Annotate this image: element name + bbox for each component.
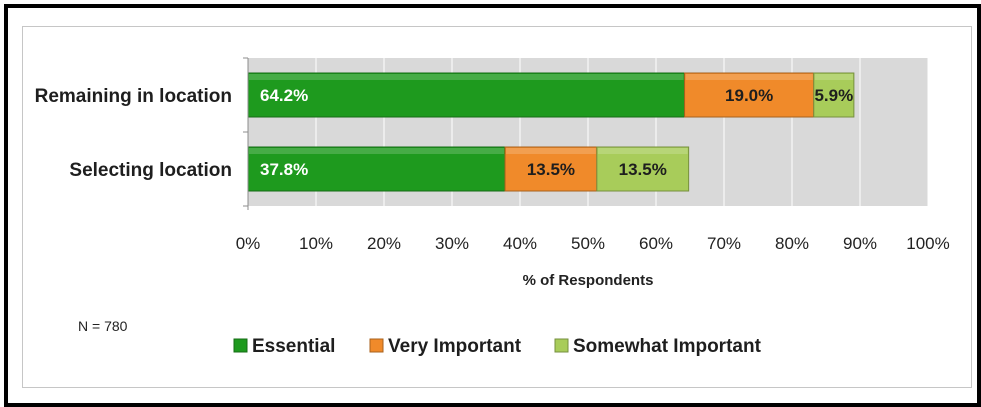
- bar-essential-remaining-in-location: [247, 72, 686, 118]
- x-tick-label: 70%: [707, 234, 741, 253]
- sample-size-note: N = 780: [78, 318, 128, 334]
- x-tick-label: 20%: [367, 234, 401, 253]
- bar-highlight: [506, 148, 596, 154]
- category-label-selecting-location: Selecting location: [69, 160, 232, 181]
- x-tick-label: 100%: [906, 234, 949, 253]
- legend: Essential Very Important Somewhat Importan…: [233, 336, 762, 357]
- x-tick-label: 90%: [843, 234, 877, 253]
- bar-very-important-remaining-in-location: [684, 72, 815, 118]
- x-axis-title: % of Respondents: [523, 272, 654, 289]
- x-tick-label: 60%: [639, 234, 673, 253]
- x-tick-label: 80%: [775, 234, 809, 253]
- bar-highlight: [685, 74, 813, 80]
- bar-highlight: [249, 148, 505, 154]
- data-label-somewhat-important-remaining-in-location: 5.9%: [814, 86, 853, 105]
- x-tick-label: 10%: [299, 234, 333, 253]
- bars: 64.2% 19.0% 5.9% 37.8% 13.5% 13.5%: [247, 72, 855, 192]
- bar-highlight: [597, 148, 688, 154]
- data-label-essential-selecting-location: 37.8%: [260, 160, 308, 179]
- data-label-very-important-selecting-location: 13.5%: [527, 160, 575, 179]
- x-tick-label: 50%: [571, 234, 605, 253]
- legend-label-very-important: Very Important: [388, 336, 522, 357]
- bar-highlight: [814, 74, 853, 80]
- bar-very-important-selecting-location: [504, 146, 598, 192]
- bar-somewhat-important-remaining-in-location: [813, 72, 855, 118]
- bar-somewhat-important-selecting-location: [596, 146, 690, 192]
- legend-swatch-somewhat-important: [554, 338, 569, 353]
- x-tick-label: 0%: [236, 234, 261, 253]
- category-labels: Remaining in location Selecting location: [35, 57, 249, 210]
- legend-label-essential: Essential: [252, 336, 335, 357]
- legend-swatch-essential: [233, 338, 248, 353]
- x-tick-label: 40%: [503, 234, 537, 253]
- legend-label-somewhat-important: Somewhat Important: [573, 336, 762, 357]
- x-tick-label: 30%: [435, 234, 469, 253]
- data-label-somewhat-important-selecting-location: 13.5%: [619, 160, 667, 179]
- data-label-very-important-remaining-in-location: 19.0%: [725, 86, 773, 105]
- legend-swatch-very-important: [369, 338, 384, 353]
- x-tick-labels: 0% 10% 20% 30% 40% 50% 60% 70% 80% 90% 100%: [236, 234, 950, 253]
- bar-highlight: [249, 74, 684, 80]
- category-label-remaining-in-location: Remaining in location: [35, 86, 232, 107]
- data-label-essential-remaining-in-location: 64.2%: [260, 86, 308, 105]
